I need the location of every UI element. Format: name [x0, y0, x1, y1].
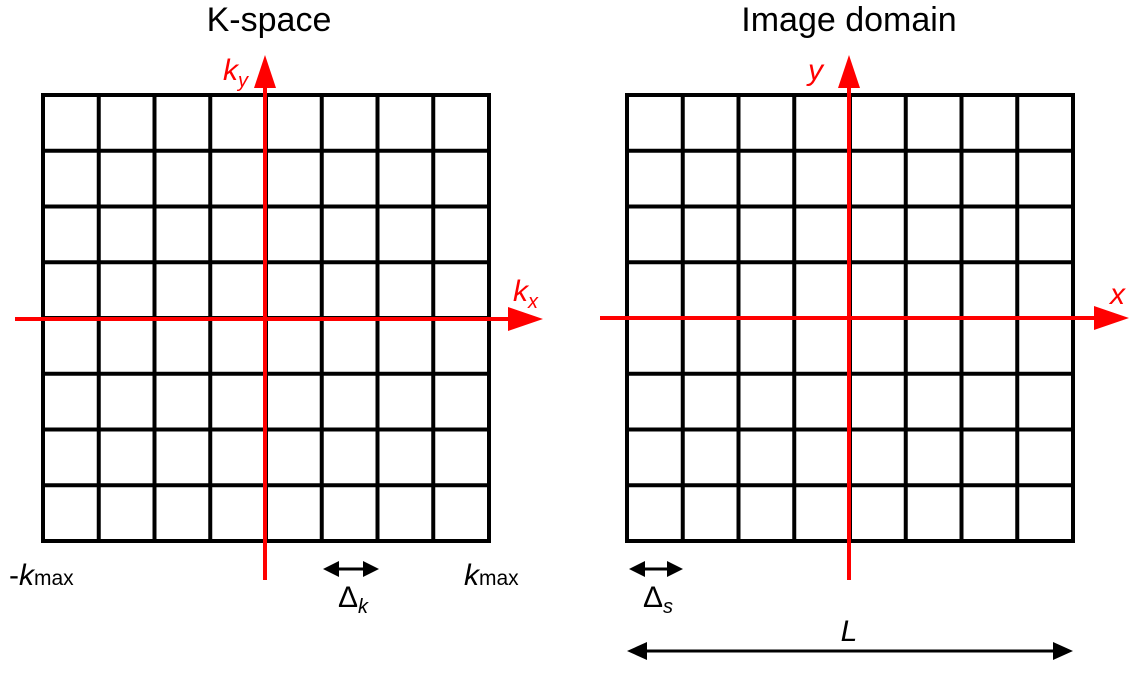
image-length-label: L	[841, 615, 858, 648]
kspace-kmin-label: -kmax	[9, 559, 74, 592]
kspace-delta-label: Δk	[338, 581, 369, 618]
kspace-kx-arrowhead-icon	[508, 307, 543, 331]
image-x-arrowhead-icon	[1094, 306, 1129, 330]
kspace-title: K-space	[207, 1, 332, 39]
image-y-arrowhead-icon	[838, 55, 860, 88]
image-length-arrow-icon	[627, 642, 1073, 660]
kspace-delta-arrow-icon	[323, 561, 379, 577]
image-x-label: x	[1108, 278, 1126, 311]
image-y-label: y	[806, 54, 825, 87]
kspace-kmax-label: kmax	[464, 559, 519, 592]
image-title: Image domain	[741, 1, 956, 39]
kspace-panel: K-space ky kx -kmax kmax Δk	[9, 1, 543, 618]
image-panel: Image domain y x Δs L	[600, 1, 1129, 660]
image-delta-arrow-icon	[629, 561, 683, 577]
kspace-ky-arrowhead-icon	[254, 55, 276, 88]
kspace-kx-label: kx	[513, 275, 539, 313]
kspace-ky-label: ky	[223, 54, 249, 92]
image-delta-label: Δs	[643, 581, 673, 618]
